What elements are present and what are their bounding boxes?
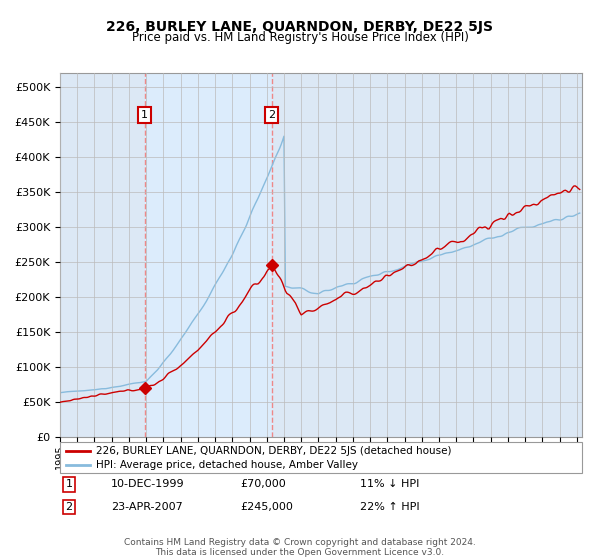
Text: Contains HM Land Registry data © Crown copyright and database right 2024.
This d: Contains HM Land Registry data © Crown c… [124,538,476,557]
Text: £70,000: £70,000 [240,479,286,489]
Text: 11% ↓ HPI: 11% ↓ HPI [360,479,419,489]
Text: HPI: Average price, detached house, Amber Valley: HPI: Average price, detached house, Ambe… [96,460,358,470]
Text: 1: 1 [65,479,73,489]
Text: £245,000: £245,000 [240,502,293,512]
Text: Price paid vs. HM Land Registry's House Price Index (HPI): Price paid vs. HM Land Registry's House … [131,31,469,44]
Bar [145,73,272,437]
Text: 23-APR-2007: 23-APR-2007 [111,502,183,512]
Text: 2: 2 [65,502,73,512]
Text: 1: 1 [141,110,148,120]
Text: 10-DEC-1999: 10-DEC-1999 [111,479,185,489]
Text: 22% ↑ HPI: 22% ↑ HPI [360,502,419,512]
Text: 226, BURLEY LANE, QUARNDON, DERBY, DE22 5JS: 226, BURLEY LANE, QUARNDON, DERBY, DE22 … [107,20,493,34]
Text: 2: 2 [268,110,275,120]
Text: 226, BURLEY LANE, QUARNDON, DERBY, DE22 5JS (detached house): 226, BURLEY LANE, QUARNDON, DERBY, DE22 … [96,446,452,456]
